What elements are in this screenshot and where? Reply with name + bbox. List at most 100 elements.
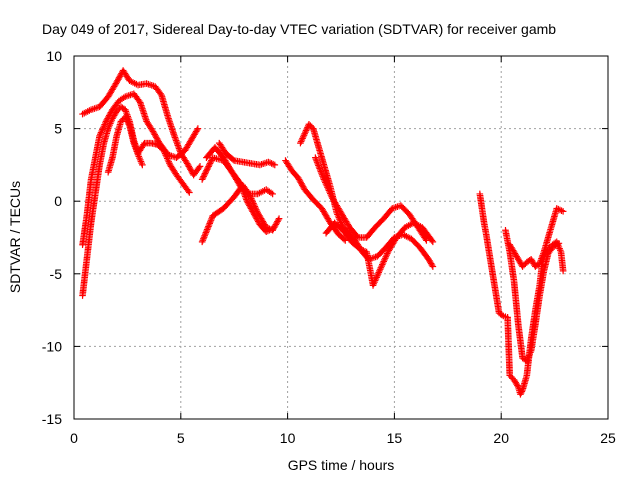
data-point-marker	[327, 191, 335, 199]
data-point-marker	[198, 176, 206, 183]
data-point-marker	[157, 90, 164, 98]
data-point-marker	[313, 157, 320, 165]
y-tick-label: -15	[42, 411, 62, 427]
data-point-marker	[318, 169, 325, 177]
data-point-marker	[268, 160, 275, 167]
data-point-marker	[303, 125, 311, 133]
data-point-marker	[377, 264, 385, 272]
x-tick-label: 20	[493, 430, 509, 446]
data-point-marker	[250, 200, 257, 207]
data-point-marker	[125, 120, 133, 128]
data-point-marker	[298, 136, 306, 144]
data-point-marker	[312, 154, 319, 161]
data-point-marker	[299, 135, 306, 142]
data-point-marker	[274, 216, 282, 224]
data-point-marker	[378, 262, 385, 270]
data-point-marker	[506, 372, 514, 379]
y-tick-label: -10	[42, 338, 62, 354]
data-point-marker	[314, 160, 322, 168]
data-point-marker	[299, 133, 307, 141]
data-point-marker	[200, 171, 208, 179]
data-point-marker	[381, 256, 388, 264]
data-point-marker	[124, 118, 131, 125]
data-point-marker	[340, 235, 348, 243]
data-point-marker	[269, 190, 276, 198]
data-point-marker	[196, 163, 204, 170]
data-point-marker	[199, 237, 207, 244]
data-point-marker	[208, 215, 215, 223]
data-point-marker	[204, 164, 212, 172]
data-point-marker	[203, 165, 211, 173]
data-point-marker	[555, 240, 563, 247]
data-point-marker	[205, 221, 213, 229]
data-point-marker	[202, 230, 209, 238]
x-tick-label: 0	[70, 430, 78, 446]
data-point-marker	[204, 224, 212, 232]
y-tick-label: 10	[46, 48, 62, 64]
data-point-marker	[114, 106, 122, 114]
data-point-marker	[275, 215, 283, 222]
data-point-marker	[322, 179, 329, 186]
data-points	[79, 67, 567, 398]
data-point-marker	[318, 171, 326, 179]
data-point-marker	[519, 263, 526, 270]
data-point-marker	[302, 127, 310, 134]
data-point-marker	[324, 185, 332, 193]
data-point-marker	[207, 218, 214, 226]
data-point-marker	[507, 373, 515, 381]
data-point-marker	[383, 251, 390, 259]
x-tick-label: 10	[280, 430, 296, 446]
data-point-marker	[206, 160, 214, 167]
x-tick-label: 5	[177, 430, 185, 446]
data-point-marker	[323, 182, 331, 190]
data-point-marker	[269, 225, 276, 233]
data-point-marker	[312, 155, 320, 163]
data-point-marker	[200, 173, 207, 180]
data-point-marker	[200, 235, 207, 243]
data-point-marker	[320, 174, 327, 182]
data-point-marker	[186, 189, 193, 196]
data-point-marker	[199, 174, 207, 182]
data-point-marker	[202, 229, 210, 236]
data-point-marker	[122, 115, 130, 122]
data-point-marker	[249, 198, 257, 206]
data-point-marker	[207, 158, 215, 166]
data-point-marker	[201, 232, 208, 240]
data-point-marker	[518, 388, 526, 395]
data-point-marker	[124, 119, 132, 127]
data-point-marker	[320, 176, 328, 183]
data-point-marker	[315, 162, 322, 169]
data-point-marker	[123, 116, 130, 124]
data-point-marker	[248, 196, 256, 204]
data-point-marker	[195, 164, 203, 172]
x-tick-label: 15	[387, 430, 403, 446]
data-point-marker	[315, 163, 323, 171]
y-axis-label: SDTVAR / TECUs	[7, 181, 23, 293]
data-point-marker	[203, 227, 210, 235]
chart-title: Day 049 of 2017, Sidereal Day-to-day VTE…	[42, 21, 556, 37]
y-tick-label: 0	[54, 193, 62, 209]
data-point-marker	[379, 259, 387, 267]
data-point-marker	[428, 237, 436, 244]
data-point-marker	[121, 113, 129, 121]
data-point-marker	[205, 163, 212, 170]
data-point-marker	[383, 250, 391, 257]
data-point-marker	[328, 193, 336, 201]
data-point-marker	[428, 261, 436, 269]
data-point-marker	[517, 389, 525, 397]
x-tick-label: 25	[600, 430, 616, 446]
data-point-marker	[325, 187, 333, 194]
plot-frame	[73, 55, 609, 420]
data-point-marker	[229, 156, 237, 163]
data-point-marker	[321, 177, 328, 185]
data-point-marker	[184, 187, 192, 195]
data-point-marker	[316, 166, 324, 174]
data-point-marker	[236, 179, 243, 186]
data-point-marker	[206, 220, 213, 227]
data-point-marker	[376, 267, 383, 275]
data-point-marker	[201, 170, 209, 177]
data-point-marker	[193, 126, 201, 134]
data-point-marker	[305, 120, 313, 128]
data-point-marker	[202, 168, 210, 176]
data-point-marker	[382, 253, 390, 261]
